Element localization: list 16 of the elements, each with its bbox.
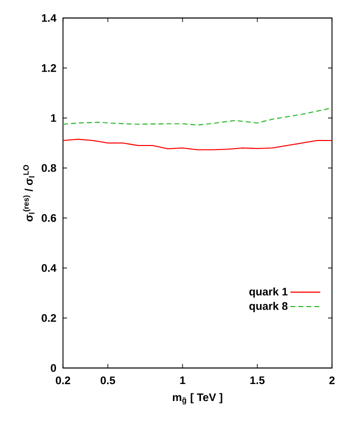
y-tick-label: 0	[50, 364, 56, 372]
legend-label: quark 8	[249, 302, 288, 312]
x-tick-label: 1.5	[250, 376, 265, 384]
x-tick-label: 0.2	[56, 376, 70, 384]
y-tick-label: 1.4	[42, 14, 56, 22]
x-axis-title: m$_{g̃}$ [ TeV ]	[172, 393, 222, 404]
legend-label: quark 1	[249, 287, 288, 298]
y-tick-label: 0.6	[42, 214, 56, 222]
x-tick-label: 0.5	[100, 376, 116, 384]
y-tick-label: 0.4	[42, 264, 56, 272]
y-tick-label: 0.8	[42, 164, 56, 172]
y-tick-label: 0.2	[42, 314, 56, 322]
x-tick-label: 2	[329, 376, 335, 384]
y-tick-label: 1.2	[42, 64, 56, 72]
x-tick-label: 1	[180, 376, 186, 384]
y-tick-label: 1	[51, 114, 56, 122]
